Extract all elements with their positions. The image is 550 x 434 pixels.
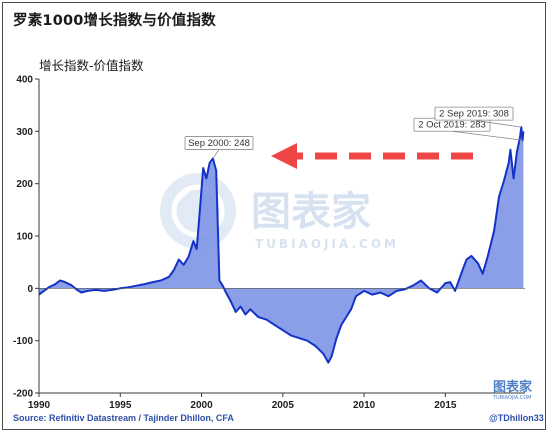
x-tick-label: 2015 <box>434 400 457 411</box>
svg-text:TUBIAOJIA.COM: TUBIAOJIA.COM <box>492 395 532 401</box>
y-tick-label: -200 <box>13 389 33 400</box>
callout-box <box>184 136 254 150</box>
chart-canvas: 增长指数-价值指数 图表家 TUBIAOJIA.COM -200 -100 0 100… <box>13 58 544 424</box>
svg-text:图表家: 图表家 <box>251 189 371 235</box>
axis-layer: -200 -100 0 100 200 300 400 1990 1995 2000 2005 201… <box>13 75 525 411</box>
series-area <box>39 127 524 363</box>
twitter-handle: @TDhillon33 <box>489 413 544 423</box>
plot-layer <box>38 126 525 364</box>
y-tick-label: -100 <box>13 336 33 347</box>
source-note: Source: Refinitiv Datastream / Tajinder … <box>13 413 234 423</box>
callout-label: Sep 2000: 248 <box>188 138 250 149</box>
callout-label: 2 Oct 2019: 283 <box>418 120 486 131</box>
y-tick-label: 400 <box>16 75 33 86</box>
red-dashed-arrow <box>271 143 473 169</box>
svg-text:图表家: 图表家 <box>493 379 533 395</box>
chart-frame: 罗素1000增长指数与价值指数 增长指数-价值指数 图表家 TUBIAOJIA.… <box>2 2 546 430</box>
x-tick-label: 2000 <box>190 400 213 411</box>
chart-title: 罗素1000增长指数与价值指数 <box>13 13 216 29</box>
y-tick-label: 200 <box>16 179 33 190</box>
y-axis-title: 增长指数-价值指数 <box>39 58 144 73</box>
callout-leader <box>212 149 220 159</box>
callout-leader <box>473 119 522 128</box>
tubiaojia-watermark-text: 图表家 TUBIAOJIA.COM <box>251 189 399 251</box>
callout-label: 2 Sep 2019: 308 <box>439 109 509 120</box>
series-line <box>38 126 525 364</box>
svg-text:TUBIAOJIA.COM: TUBIAOJIA.COM <box>255 237 399 251</box>
callout-leader <box>451 130 523 141</box>
x-tick-label: 2010 <box>353 400 376 411</box>
tubiaojia-logo: 图表家 TUBIAOJIA.COM <box>492 379 533 401</box>
x-tick-label: 2005 <box>272 400 295 411</box>
x-tick-label: 1995 <box>109 400 132 411</box>
x-tick-label: 1990 <box>28 400 51 411</box>
y-tick-label: 0 <box>27 284 33 295</box>
y-tick-label: 100 <box>16 232 33 243</box>
callout-box <box>434 106 514 121</box>
y-tick-label: 300 <box>16 127 33 138</box>
